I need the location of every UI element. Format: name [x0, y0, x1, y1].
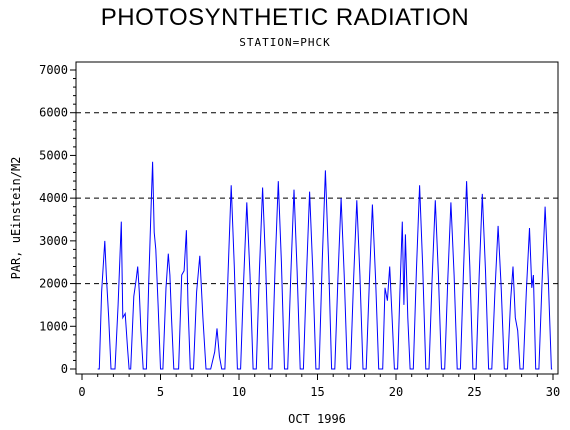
x-tick-label: 25 [467, 385, 481, 399]
x-tick-label: 5 [157, 385, 164, 399]
x-axis-label: OCT 1996 [288, 412, 346, 426]
y-tick-label: 3000 [39, 234, 68, 248]
plot-frame [75, 61, 559, 375]
y-tick-label: 6000 [39, 106, 68, 120]
x-tick-label: 10 [232, 385, 246, 399]
y-tick-label: 7000 [39, 63, 68, 77]
y-axis-label: PAR, uEinstein/M2 [9, 157, 23, 280]
y-tick-label: 1000 [39, 319, 68, 333]
x-tick-label: 30 [546, 385, 560, 399]
y-tick-label: 2000 [39, 277, 68, 291]
x-tick-label: 15 [310, 385, 324, 399]
x-tick-label: 0 [78, 385, 85, 399]
chart-title: PHOTOSYNTHETIC RADIATION [100, 4, 470, 31]
series-line-0 [97, 161, 553, 370]
chart-subtitle: STATION=PHCK [239, 36, 331, 49]
y-tick-label: 5000 [39, 148, 68, 162]
x-tick-label: 20 [389, 385, 403, 399]
y-tick-label: 0 [61, 362, 68, 376]
y-tick-label: 4000 [39, 191, 68, 205]
